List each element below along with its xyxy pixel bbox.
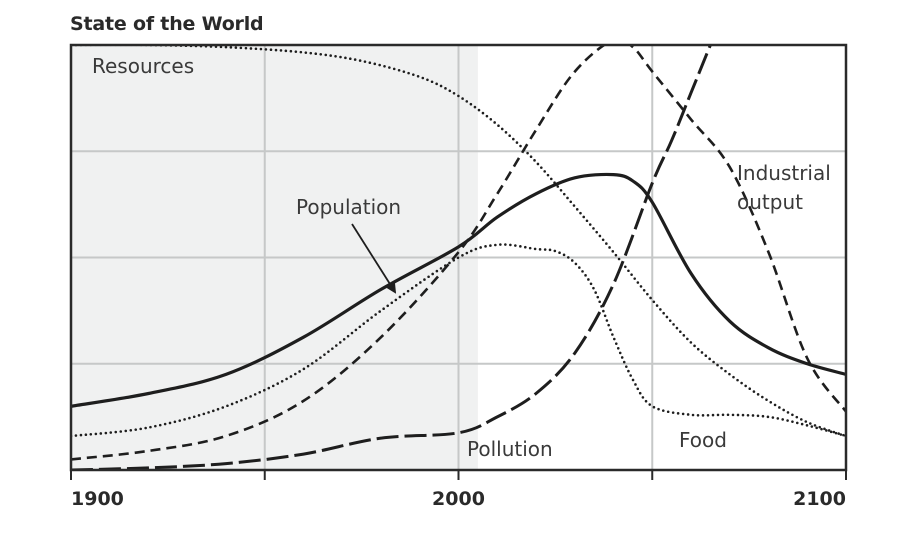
label-resources: Resources: [92, 54, 194, 78]
series-line-food: [71, 243, 846, 438]
population-arrow: [351, 223, 397, 294]
x-tick-label: 2100: [793, 488, 846, 510]
x-tick-label: 1900: [71, 488, 124, 510]
x-axis: 1900 2000 2100: [70, 470, 847, 510]
label-population: Population: [296, 195, 401, 219]
series-line-population: [71, 172, 846, 408]
series-line-industrial-output: [71, 45, 846, 461]
chart-title: State of the World: [70, 13, 264, 35]
label-industrial: Industrial: [737, 161, 831, 185]
label-food: Food: [679, 428, 727, 452]
label-output: output: [737, 190, 803, 214]
x-tick-label: 2000: [432, 488, 485, 510]
label-pollution: Pollution: [467, 437, 553, 461]
series-line-pollution: [71, 45, 712, 470]
